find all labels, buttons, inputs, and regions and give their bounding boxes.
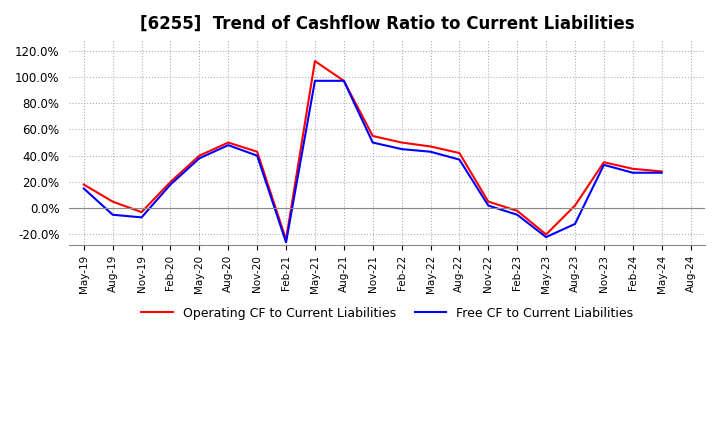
Operating CF to Current Liabilities [541,232,550,237]
Free CF to Current Liabilities [513,212,521,217]
Operating CF to Current Liabilities [195,153,204,158]
Free CF to Current Liabilities [79,186,88,191]
Title: [6255]  Trend of Cashflow Ratio to Current Liabilities: [6255] Trend of Cashflow Ratio to Curren… [140,15,634,33]
Operating CF to Current Liabilities [513,208,521,213]
Legend: Operating CF to Current Liabilities, Free CF to Current Liabilities: Operating CF to Current Liabilities, Fre… [136,302,638,325]
Free CF to Current Liabilities [195,156,204,161]
Operating CF to Current Liabilities [397,140,406,145]
Free CF to Current Liabilities [253,153,261,158]
Free CF to Current Liabilities [455,157,464,162]
Free CF to Current Liabilities [657,170,666,176]
Line: Free CF to Current Liabilities: Free CF to Current Liabilities [84,81,662,242]
Operating CF to Current Liabilities [455,150,464,156]
Operating CF to Current Liabilities [166,179,175,184]
Operating CF to Current Liabilities [600,160,608,165]
Operating CF to Current Liabilities [340,78,348,84]
Operating CF to Current Liabilities [571,203,580,208]
Operating CF to Current Liabilities [484,199,492,204]
Free CF to Current Liabilities [166,182,175,187]
Free CF to Current Liabilities [541,235,550,240]
Operating CF to Current Liabilities [310,59,319,64]
Free CF to Current Liabilities [282,240,290,245]
Operating CF to Current Liabilities [224,140,233,145]
Free CF to Current Liabilities [109,212,117,217]
Free CF to Current Liabilities [484,203,492,208]
Free CF to Current Liabilities [629,170,637,176]
Operating CF to Current Liabilities [657,169,666,174]
Operating CF to Current Liabilities [79,182,88,187]
Free CF to Current Liabilities [310,78,319,84]
Free CF to Current Liabilities [426,149,435,154]
Operating CF to Current Liabilities [138,209,146,215]
Free CF to Current Liabilities [369,140,377,145]
Free CF to Current Liabilities [138,215,146,220]
Operating CF to Current Liabilities [109,199,117,204]
Operating CF to Current Liabilities [426,144,435,149]
Operating CF to Current Liabilities [369,133,377,139]
Operating CF to Current Liabilities [629,166,637,172]
Free CF to Current Liabilities [571,221,580,227]
Free CF to Current Liabilities [224,143,233,148]
Operating CF to Current Liabilities [253,149,261,154]
Free CF to Current Liabilities [340,78,348,84]
Free CF to Current Liabilities [397,147,406,152]
Operating CF to Current Liabilities [282,237,290,242]
Free CF to Current Liabilities [600,162,608,168]
Line: Operating CF to Current Liabilities: Operating CF to Current Liabilities [84,61,662,240]
